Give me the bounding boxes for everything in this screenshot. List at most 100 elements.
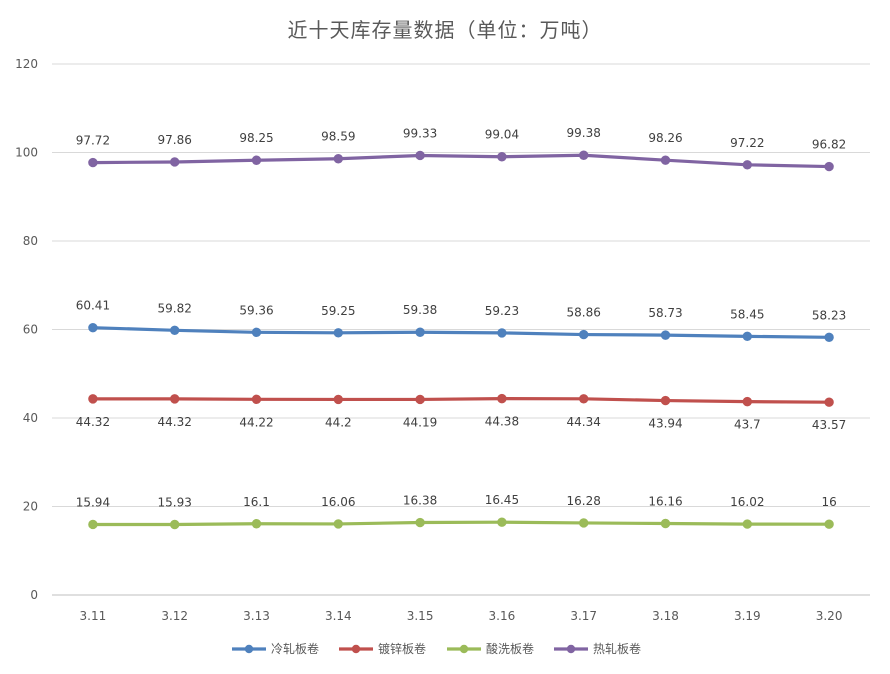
data-label: 43.7 bbox=[734, 418, 761, 432]
data-point bbox=[579, 518, 589, 528]
data-point bbox=[824, 332, 834, 343]
data-point bbox=[497, 328, 507, 338]
legend-label: 镀锌板卷 bbox=[378, 641, 426, 656]
data-point bbox=[415, 394, 425, 405]
legend-marker bbox=[566, 644, 576, 654]
data-point bbox=[333, 394, 343, 405]
data-label: 16.16 bbox=[648, 494, 682, 508]
series-line bbox=[91, 326, 831, 339]
data-label: 44.38 bbox=[485, 415, 519, 429]
data-label: 99.04 bbox=[485, 128, 519, 142]
data-point bbox=[333, 154, 343, 164]
data-label: 59.25 bbox=[321, 304, 355, 318]
x-tick-label: 3.14 bbox=[325, 609, 352, 623]
data-point bbox=[251, 155, 262, 165]
data-label: 15.93 bbox=[158, 496, 192, 510]
data-point bbox=[415, 327, 425, 337]
data-label: 99.38 bbox=[567, 126, 601, 140]
data-label: 16.28 bbox=[567, 494, 601, 508]
x-tick-label: 3.17 bbox=[570, 609, 597, 623]
data-label: 16 bbox=[821, 495, 836, 509]
data-point bbox=[742, 160, 752, 170]
data-label: 60.41 bbox=[76, 299, 110, 313]
data-point bbox=[333, 328, 343, 338]
data-label: 44.19 bbox=[403, 415, 437, 429]
data-point bbox=[251, 519, 262, 529]
data-label: 43.57 bbox=[812, 418, 846, 432]
data-point bbox=[251, 394, 262, 405]
data-label: 58.45 bbox=[730, 307, 764, 321]
data-point bbox=[415, 517, 425, 528]
x-tick-label: 3.15 bbox=[407, 609, 434, 623]
x-tick-label: 3.12 bbox=[161, 609, 188, 623]
data-point bbox=[742, 396, 752, 407]
y-tick-label: 40 bbox=[23, 411, 38, 425]
y-tick-label: 0 bbox=[30, 588, 38, 602]
data-label: 44.22 bbox=[239, 415, 273, 429]
data-label: 98.25 bbox=[239, 131, 273, 145]
data-label: 97.22 bbox=[730, 136, 764, 150]
data-point bbox=[660, 395, 671, 406]
data-label: 44.32 bbox=[158, 415, 192, 429]
data-label: 98.26 bbox=[648, 131, 682, 145]
data-point bbox=[497, 517, 507, 527]
legend-marker bbox=[459, 644, 469, 654]
data-label: 16.02 bbox=[730, 495, 764, 509]
data-label: 98.59 bbox=[321, 130, 355, 144]
data-point bbox=[333, 519, 343, 529]
data-point bbox=[88, 157, 98, 168]
data-point bbox=[660, 330, 671, 340]
x-tick-label: 3.20 bbox=[816, 609, 843, 623]
y-tick-label: 100 bbox=[15, 146, 38, 160]
legend-label: 热轧板卷 bbox=[593, 641, 641, 656]
y-tick-label: 60 bbox=[23, 323, 38, 337]
data-point bbox=[88, 394, 98, 404]
data-label: 59.82 bbox=[158, 301, 192, 315]
data-point bbox=[170, 519, 180, 530]
data-point bbox=[415, 150, 425, 161]
series-line bbox=[91, 153, 831, 169]
data-point bbox=[497, 393, 507, 404]
legend-marker bbox=[351, 644, 361, 654]
y-tick-label: 80 bbox=[23, 234, 38, 248]
data-label: 15.94 bbox=[76, 495, 110, 509]
data-label: 16.45 bbox=[485, 493, 519, 507]
data-label: 59.23 bbox=[485, 304, 519, 318]
data-label: 97.72 bbox=[76, 134, 110, 148]
x-tick-label: 3.19 bbox=[734, 609, 761, 623]
data-label: 44.2 bbox=[325, 415, 352, 429]
data-label: 59.38 bbox=[403, 303, 437, 317]
x-tick-label: 3.11 bbox=[80, 609, 107, 623]
data-label: 44.32 bbox=[76, 415, 110, 429]
x-tick-label: 3.13 bbox=[243, 609, 270, 623]
data-label: 97.86 bbox=[158, 133, 192, 147]
data-label: 44.34 bbox=[567, 415, 601, 429]
data-point bbox=[824, 397, 834, 407]
series-line bbox=[91, 520, 831, 527]
data-label: 16.1 bbox=[243, 495, 270, 509]
data-label: 43.94 bbox=[648, 417, 682, 431]
data-point bbox=[742, 331, 752, 342]
data-point bbox=[579, 150, 589, 160]
legend-label: 酸洗板卷 bbox=[486, 641, 534, 656]
data-label: 96.82 bbox=[812, 138, 846, 152]
data-point bbox=[170, 325, 180, 335]
data-label: 58.23 bbox=[812, 308, 846, 322]
data-point bbox=[579, 394, 589, 404]
x-tick-label: 3.16 bbox=[489, 609, 516, 623]
legend-marker bbox=[244, 644, 254, 654]
data-point bbox=[251, 327, 262, 338]
data-label: 58.86 bbox=[567, 306, 601, 320]
y-tick-label: 20 bbox=[23, 500, 38, 514]
data-point bbox=[170, 157, 180, 167]
data-point bbox=[824, 161, 834, 172]
data-point bbox=[497, 152, 507, 162]
data-label: 99.33 bbox=[403, 126, 437, 140]
legend-label: 冷轧板卷 bbox=[271, 641, 319, 656]
data-point bbox=[660, 155, 671, 165]
data-point bbox=[579, 329, 589, 340]
series-line bbox=[91, 397, 831, 404]
data-point bbox=[742, 519, 752, 529]
